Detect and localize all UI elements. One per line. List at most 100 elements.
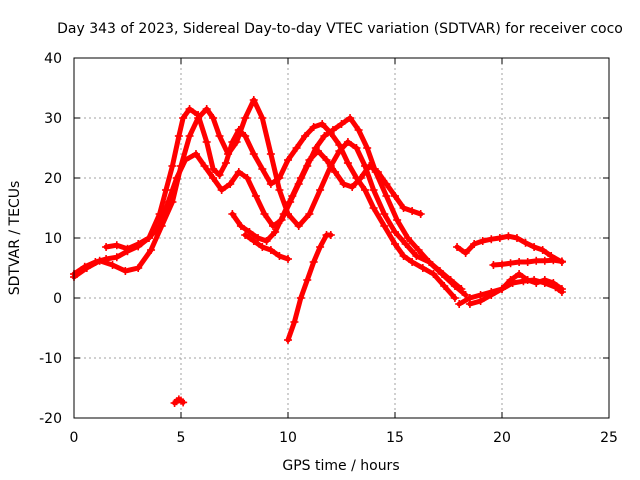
data-point bbox=[551, 283, 560, 292]
data-point bbox=[465, 300, 474, 308]
data-point bbox=[258, 243, 267, 251]
data-point bbox=[179, 398, 188, 407]
data-point bbox=[168, 162, 177, 170]
data-point bbox=[144, 234, 153, 242]
data-point bbox=[435, 267, 444, 275]
data-point bbox=[412, 252, 421, 260]
data-point bbox=[549, 256, 558, 265]
y-tick-labels: -20 -10 0 10 20 30 40 bbox=[39, 51, 62, 427]
data-point bbox=[209, 174, 218, 182]
data-point bbox=[271, 228, 280, 236]
data-point bbox=[123, 244, 132, 253]
series-track-7 bbox=[241, 231, 292, 263]
data-point bbox=[228, 210, 237, 218]
series-line bbox=[454, 233, 565, 265]
data-point bbox=[361, 186, 370, 194]
data-point bbox=[408, 207, 417, 215]
data-point bbox=[416, 210, 425, 218]
data-point bbox=[174, 132, 183, 140]
data-point bbox=[112, 241, 121, 250]
y-axis-label: SDTVAR / TECUs bbox=[7, 181, 23, 296]
data-point bbox=[316, 186, 325, 194]
data-point bbox=[348, 183, 357, 191]
data-point bbox=[343, 159, 352, 167]
data-point bbox=[301, 132, 310, 140]
data-point bbox=[399, 204, 408, 212]
data-point bbox=[343, 138, 352, 146]
series-track-9 bbox=[489, 256, 566, 269]
data-point bbox=[316, 243, 325, 251]
y-tick-label: 30 bbox=[44, 111, 62, 127]
data-point bbox=[226, 180, 235, 188]
series-track-4 bbox=[170, 395, 188, 407]
data-point bbox=[134, 240, 143, 248]
data-point bbox=[147, 246, 156, 254]
series-track-11 bbox=[465, 276, 566, 308]
data-point bbox=[373, 168, 382, 176]
data-point bbox=[346, 114, 355, 122]
data-point bbox=[339, 180, 348, 188]
data-point bbox=[498, 260, 506, 269]
data-point bbox=[162, 186, 171, 194]
data-point bbox=[393, 216, 402, 224]
data-point bbox=[279, 210, 288, 218]
data-point bbox=[194, 114, 203, 122]
data-point bbox=[380, 210, 389, 218]
data-point bbox=[260, 210, 269, 218]
data-point bbox=[365, 162, 374, 170]
data-point bbox=[363, 144, 372, 152]
data-point bbox=[418, 264, 427, 272]
data-point bbox=[95, 256, 104, 265]
data-point bbox=[532, 256, 541, 265]
series-track-6 bbox=[228, 147, 425, 245]
data-point bbox=[455, 300, 464, 308]
data-point bbox=[530, 276, 539, 284]
data-point bbox=[217, 186, 226, 194]
data-point bbox=[391, 240, 399, 248]
data-point bbox=[401, 240, 410, 248]
data-point bbox=[487, 235, 496, 244]
series-track-5 bbox=[284, 231, 335, 344]
data-point bbox=[102, 243, 111, 251]
data-point bbox=[209, 165, 218, 173]
data-point bbox=[155, 222, 164, 230]
data-point bbox=[495, 234, 504, 242]
data-point bbox=[200, 162, 209, 170]
data-point bbox=[224, 150, 233, 158]
data-point bbox=[134, 264, 143, 272]
data-point bbox=[266, 246, 275, 254]
data-point bbox=[284, 336, 292, 344]
data-point bbox=[461, 249, 470, 257]
data-point bbox=[328, 126, 337, 134]
data-point bbox=[172, 174, 181, 182]
data-point bbox=[251, 192, 260, 200]
data-point bbox=[540, 279, 549, 287]
data-point bbox=[249, 150, 258, 158]
data-point bbox=[112, 253, 121, 262]
y-tick-label: 0 bbox=[53, 291, 62, 307]
data-point bbox=[121, 267, 130, 275]
data-point bbox=[382, 180, 391, 188]
data-point bbox=[335, 147, 344, 155]
data-point bbox=[181, 156, 190, 164]
data-point bbox=[326, 231, 335, 239]
data-point bbox=[356, 174, 365, 182]
data-point bbox=[232, 138, 241, 146]
y-tick-label: -20 bbox=[39, 411, 62, 427]
data-point bbox=[209, 114, 218, 122]
data-point bbox=[305, 156, 314, 164]
data-point bbox=[296, 174, 305, 182]
data-point bbox=[487, 291, 496, 299]
data-point bbox=[292, 144, 301, 152]
data-point bbox=[108, 261, 117, 269]
data-point bbox=[538, 246, 547, 254]
data-point bbox=[185, 105, 194, 113]
data-point bbox=[403, 234, 412, 242]
data-point bbox=[305, 210, 314, 218]
ticks bbox=[73, 57, 610, 419]
data-point bbox=[530, 243, 539, 251]
data-point bbox=[318, 120, 327, 128]
data-point bbox=[258, 165, 267, 173]
data-point bbox=[202, 105, 211, 113]
data-point bbox=[337, 120, 346, 128]
